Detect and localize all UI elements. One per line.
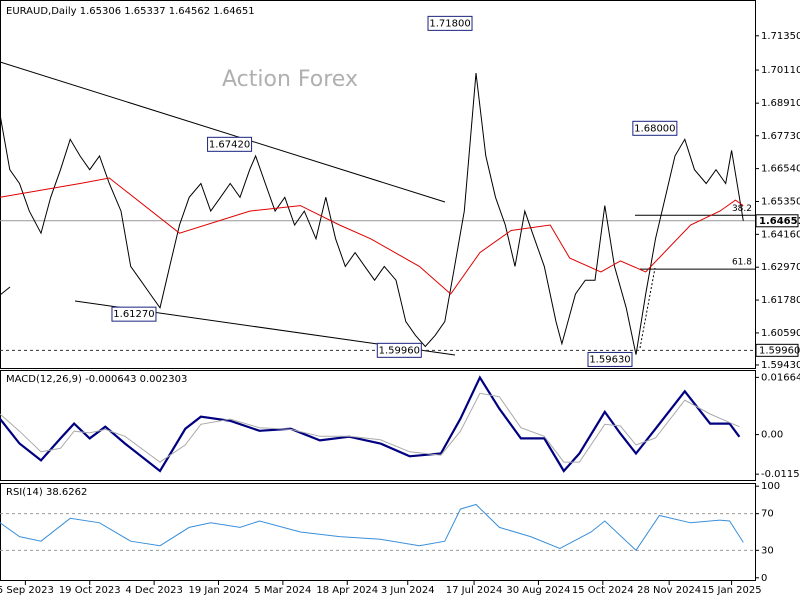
series-line <box>0 73 744 355</box>
series-line <box>0 503 744 552</box>
y-tick-label: 1.60590 <box>761 328 800 339</box>
trend-line <box>0 61 446 203</box>
watermark: Action Forex <box>222 67 358 92</box>
price-panel <box>0 0 756 369</box>
y-tick-label: 0 <box>761 573 767 584</box>
price-marker-label: 1.59960 <box>759 345 800 356</box>
x-tick-label: 28 Nov 2024 <box>637 585 701 596</box>
y-tick-label: 70 <box>761 509 774 520</box>
price-box <box>755 214 799 228</box>
price-marker-label: 1.64651 <box>759 216 800 227</box>
annotation-box <box>376 342 422 358</box>
annotation-label: 1.61270 <box>113 309 154 320</box>
annotation-box <box>111 306 157 322</box>
series-line <box>0 392 740 463</box>
y-tick-label: 30 <box>761 545 774 556</box>
y-tick-label: 1.71350 <box>761 31 800 42</box>
y-tick-label: 1.65350 <box>761 196 800 207</box>
x-tick-label: 5 Mar 2024 <box>254 585 311 596</box>
y-tick-label: 1.64160 <box>761 229 800 240</box>
annotation-label: 1.67420 <box>209 139 250 150</box>
series-line <box>0 375 741 473</box>
x-tick-label: 5 Sep 2023 <box>0 585 54 596</box>
annotation-box <box>207 136 253 152</box>
x-tick-label: 17 Jul 2024 <box>446 585 503 596</box>
y-tick-label: 1.68910 <box>761 98 800 109</box>
price-box <box>755 343 799 357</box>
fib-line <box>639 267 656 349</box>
macd-title: MACD(12,26,9) -0.000643 0.002303 <box>6 374 187 385</box>
macd-panel <box>0 370 756 481</box>
y-tick-label: 1.66540 <box>761 164 800 175</box>
annotation-label: 1.59960 <box>379 345 420 356</box>
y-tick-label: 100 <box>761 481 780 492</box>
x-tick-label: 19 Oct 2023 <box>59 585 121 596</box>
y-tick-label: -0.011515 <box>761 469 800 480</box>
rsi-title: RSI(14) 38.6262 <box>6 487 87 498</box>
rsi-panel <box>0 483 756 581</box>
annotation-box <box>427 15 473 31</box>
x-tick-label: 18 Apr 2024 <box>316 585 378 596</box>
y-tick-label: 1.61780 <box>761 295 800 306</box>
y-tick-label: 0.00 <box>761 430 783 441</box>
y-tick-label: 0.01664 <box>761 372 800 383</box>
x-tick-label: 15 Jan 2025 <box>702 585 762 596</box>
annotation-label: 1.59630 <box>589 354 630 365</box>
y-tick-label: 1.59430 <box>761 360 800 371</box>
annotation-box <box>587 351 633 367</box>
x-tick-label: 15 Oct 2024 <box>572 585 634 596</box>
y-tick-label: 1.62970 <box>761 262 800 273</box>
chart-title: EURAUD,Daily 1.65306 1.65337 1.64562 1.6… <box>6 6 255 17</box>
annotation-box <box>632 120 678 136</box>
y-tick-label: 1.70110 <box>761 65 800 76</box>
fib-label: 38.2 <box>732 204 752 214</box>
series-line <box>0 177 744 295</box>
fib-label: 61.8 <box>732 258 752 268</box>
x-tick-label: 4 Dec 2023 <box>125 585 183 596</box>
annotation-label: 1.71800 <box>429 18 470 29</box>
y-tick-label: 1.67730 <box>761 131 800 142</box>
annotation-label: 1.68000 <box>634 123 675 134</box>
x-tick-label: 19 Jan 2024 <box>189 585 249 596</box>
x-tick-label: 3 Jun 2024 <box>381 585 435 596</box>
trend-line <box>0 286 11 296</box>
x-tick-label: 30 Aug 2024 <box>506 585 570 596</box>
